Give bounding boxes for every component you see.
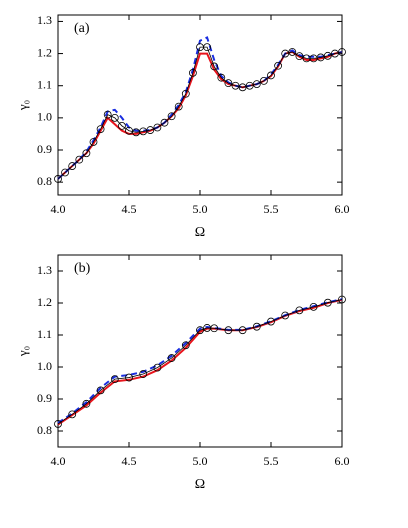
x-tick-label: 4.5 bbox=[122, 454, 137, 468]
data-point bbox=[252, 322, 261, 331]
data-point bbox=[54, 175, 62, 183]
x-tick-label: 4.0 bbox=[51, 454, 66, 468]
data-point bbox=[267, 317, 275, 326]
data-point bbox=[54, 420, 62, 428]
data-point bbox=[82, 149, 91, 158]
data-point bbox=[224, 326, 233, 335]
data-point bbox=[68, 162, 77, 170]
data-point bbox=[103, 110, 112, 119]
series-line bbox=[57, 46, 343, 180]
y-tick-label: 0.9 bbox=[37, 142, 52, 156]
data-point bbox=[295, 306, 304, 315]
data-point bbox=[274, 61, 283, 70]
data-point bbox=[259, 76, 268, 85]
data-point bbox=[323, 51, 332, 60]
data-point bbox=[110, 375, 119, 384]
y-tick-label: 0.8 bbox=[37, 174, 52, 188]
y-tick-label: 1.0 bbox=[37, 359, 52, 373]
y-tick-label: 0.9 bbox=[37, 391, 52, 405]
data-point bbox=[188, 68, 197, 77]
data-point bbox=[174, 102, 183, 111]
data-point bbox=[146, 126, 155, 134]
data-point bbox=[316, 53, 325, 62]
data-point bbox=[231, 81, 240, 90]
data-point bbox=[68, 410, 77, 419]
x-axis-label: Ω bbox=[195, 225, 205, 240]
data-point bbox=[203, 43, 212, 52]
data-point bbox=[267, 71, 275, 80]
data-point bbox=[96, 386, 105, 395]
data-point bbox=[238, 326, 247, 335]
data-point bbox=[330, 49, 339, 58]
series-line bbox=[57, 298, 343, 424]
y-axis-label: γ₀ bbox=[15, 100, 30, 111]
plot-frame bbox=[57, 254, 343, 448]
x-tick-label: 4.0 bbox=[51, 202, 66, 216]
data-point bbox=[110, 113, 119, 122]
x-tick-label: 4.5 bbox=[122, 202, 137, 216]
data-point bbox=[125, 373, 133, 382]
data-point bbox=[281, 49, 290, 58]
panel-label: (b) bbox=[74, 261, 91, 276]
y-tick-label: 1.1 bbox=[37, 327, 52, 341]
data-point bbox=[338, 295, 346, 304]
data-point bbox=[167, 354, 176, 362]
data-point bbox=[181, 89, 190, 98]
data-point bbox=[281, 311, 290, 320]
y-tick-label: 1.1 bbox=[37, 77, 52, 91]
x-tick-label: 5.0 bbox=[193, 202, 208, 216]
data-point bbox=[245, 81, 254, 90]
data-point bbox=[309, 302, 318, 311]
data-point bbox=[238, 83, 247, 92]
data-point bbox=[323, 298, 332, 307]
y-axis-label: γ₀ bbox=[15, 346, 30, 357]
panel-label: (a) bbox=[74, 21, 90, 36]
y-tick-label: 0.8 bbox=[37, 423, 52, 437]
data-point bbox=[196, 326, 204, 335]
data-point bbox=[153, 123, 162, 132]
series-line bbox=[57, 50, 343, 180]
y-tick-label: 1.2 bbox=[37, 295, 52, 309]
data-point bbox=[160, 118, 169, 127]
data-point bbox=[61, 168, 69, 177]
data-point bbox=[153, 363, 162, 372]
data-point bbox=[118, 121, 126, 130]
y-tick-label: 1.2 bbox=[37, 45, 52, 59]
data-point bbox=[181, 341, 190, 350]
data-point bbox=[288, 48, 297, 56]
x-axis-label: Ω bbox=[195, 477, 205, 492]
x-tick-label: 5.5 bbox=[264, 202, 279, 216]
series-line bbox=[57, 36, 343, 180]
data-point bbox=[75, 155, 84, 164]
x-tick-label: 5.5 bbox=[264, 454, 279, 468]
data-point bbox=[252, 80, 261, 89]
y-tick-label: 1.3 bbox=[37, 13, 52, 27]
data-point bbox=[210, 324, 219, 333]
x-tick-label: 5.0 bbox=[193, 454, 208, 468]
series-line bbox=[57, 299, 343, 425]
y-tick-label: 1.3 bbox=[37, 263, 52, 277]
series-line bbox=[57, 298, 343, 426]
data-point bbox=[224, 79, 233, 88]
data-point bbox=[82, 399, 91, 408]
y-tick-label: 1.0 bbox=[37, 110, 52, 124]
x-tick-label: 6.0 bbox=[335, 454, 350, 468]
data-point bbox=[96, 125, 105, 134]
data-point bbox=[210, 62, 219, 71]
data-point bbox=[89, 138, 98, 146]
data-point bbox=[139, 370, 148, 378]
data-point bbox=[217, 73, 226, 82]
x-tick-label: 6.0 bbox=[335, 202, 350, 216]
data-point bbox=[338, 48, 346, 56]
data-point bbox=[167, 112, 176, 121]
data-point bbox=[125, 126, 133, 135]
data-point bbox=[295, 52, 304, 61]
